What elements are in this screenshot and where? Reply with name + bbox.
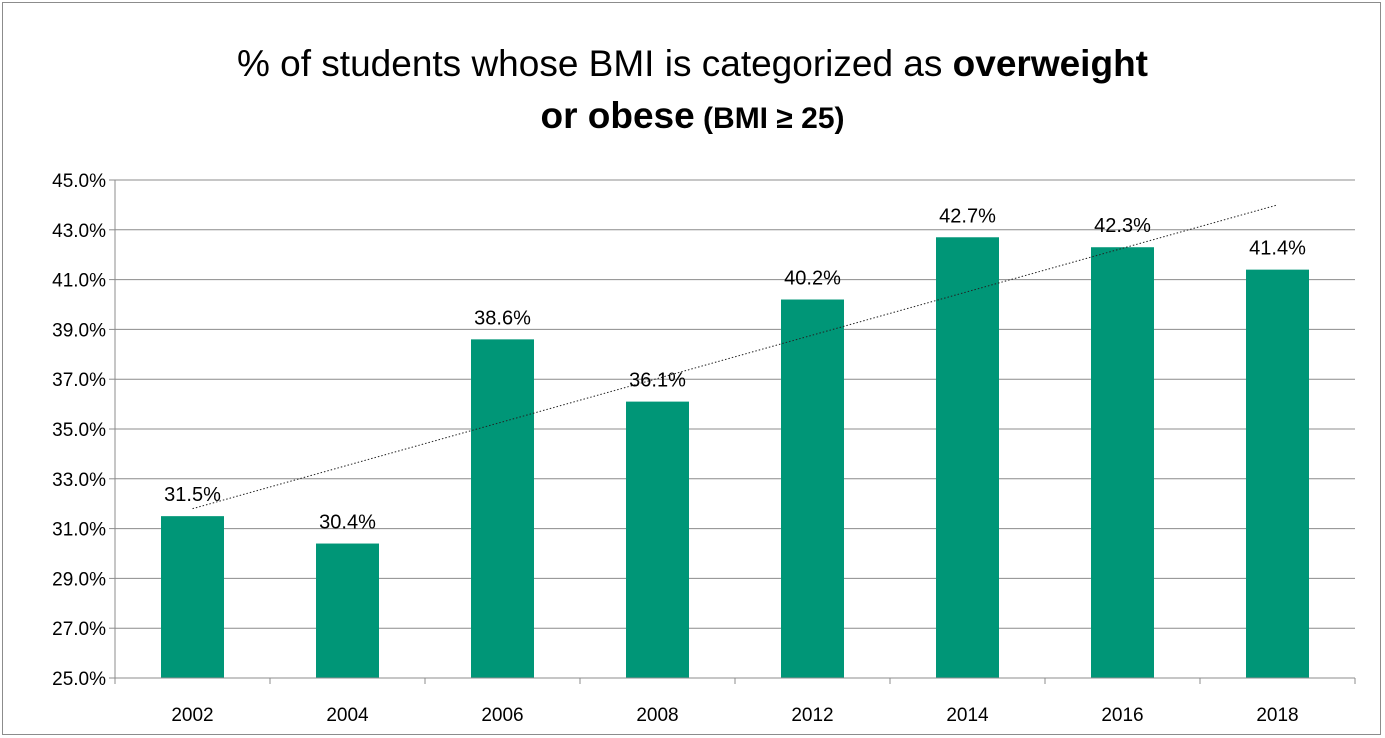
y-tick-label: 43.0% <box>52 221 106 242</box>
data-labels: 31.5% 30.4% 38.6% 36.1% 40.2% 42.7% 42.3% 41.4% <box>164 205 1306 533</box>
data-label: 31.5% <box>164 484 221 506</box>
x-tick-label: 2018 <box>1256 705 1298 726</box>
title-text-small: (BMI ≥ 25) <box>694 102 845 135</box>
bar <box>471 339 534 678</box>
y-tick-label: 41.0% <box>52 271 106 292</box>
y-tick-label: 25.0% <box>52 669 106 690</box>
bar <box>626 401 689 678</box>
x-tick-label: 2004 <box>326 705 369 726</box>
data-label: 30.4% <box>319 512 376 534</box>
axes: 25.0% 27.0% 29.0% 31.0% 33.0% 35.0% 37.0% 39.0%… <box>52 171 1356 726</box>
data-label: 38.6% <box>474 307 531 329</box>
bar <box>316 543 379 678</box>
gridlines <box>115 179 1355 629</box>
bar <box>161 516 224 678</box>
data-label: 42.3% <box>1094 215 1151 237</box>
y-tick-label: 35.0% <box>52 420 106 441</box>
bars <box>161 237 1309 679</box>
title-text-bold: overweight <box>952 43 1148 84</box>
y-tick-label: 45.0% <box>52 171 106 192</box>
data-label: 41.4% <box>1249 238 1306 260</box>
x-tick-label: 2016 <box>1101 705 1143 726</box>
bar <box>1091 247 1154 679</box>
bar <box>781 299 844 678</box>
x-tick-label: 2002 <box>171 705 213 726</box>
y-tick-label: 33.0% <box>52 470 106 491</box>
y-tick-label: 29.0% <box>52 569 106 590</box>
title-text: % of students whose BMI is categorized a… <box>236 43 953 84</box>
chart-title: % of students whose BMI is categorized a… <box>0 38 1385 145</box>
trendline-group <box>192 204 1278 510</box>
x-tick-label: 2008 <box>636 705 678 726</box>
y-tick-label: 27.0% <box>52 619 106 640</box>
y-tick-label: 37.0% <box>52 370 106 391</box>
data-label: 42.7% <box>939 205 996 227</box>
y-tick-label: 31.0% <box>52 520 106 541</box>
y-tick-label: 39.0% <box>52 320 106 341</box>
x-tick-label: 2012 <box>791 705 833 726</box>
trendline <box>192 204 1278 510</box>
bar <box>1246 269 1309 678</box>
bar <box>936 237 999 678</box>
x-tick-label: 2014 <box>946 705 989 726</box>
data-label: 40.2% <box>784 268 841 290</box>
data-label: 36.1% <box>629 370 686 392</box>
x-tick-label: 2006 <box>481 705 523 726</box>
title-text-bold-2: or obese <box>540 95 695 136</box>
